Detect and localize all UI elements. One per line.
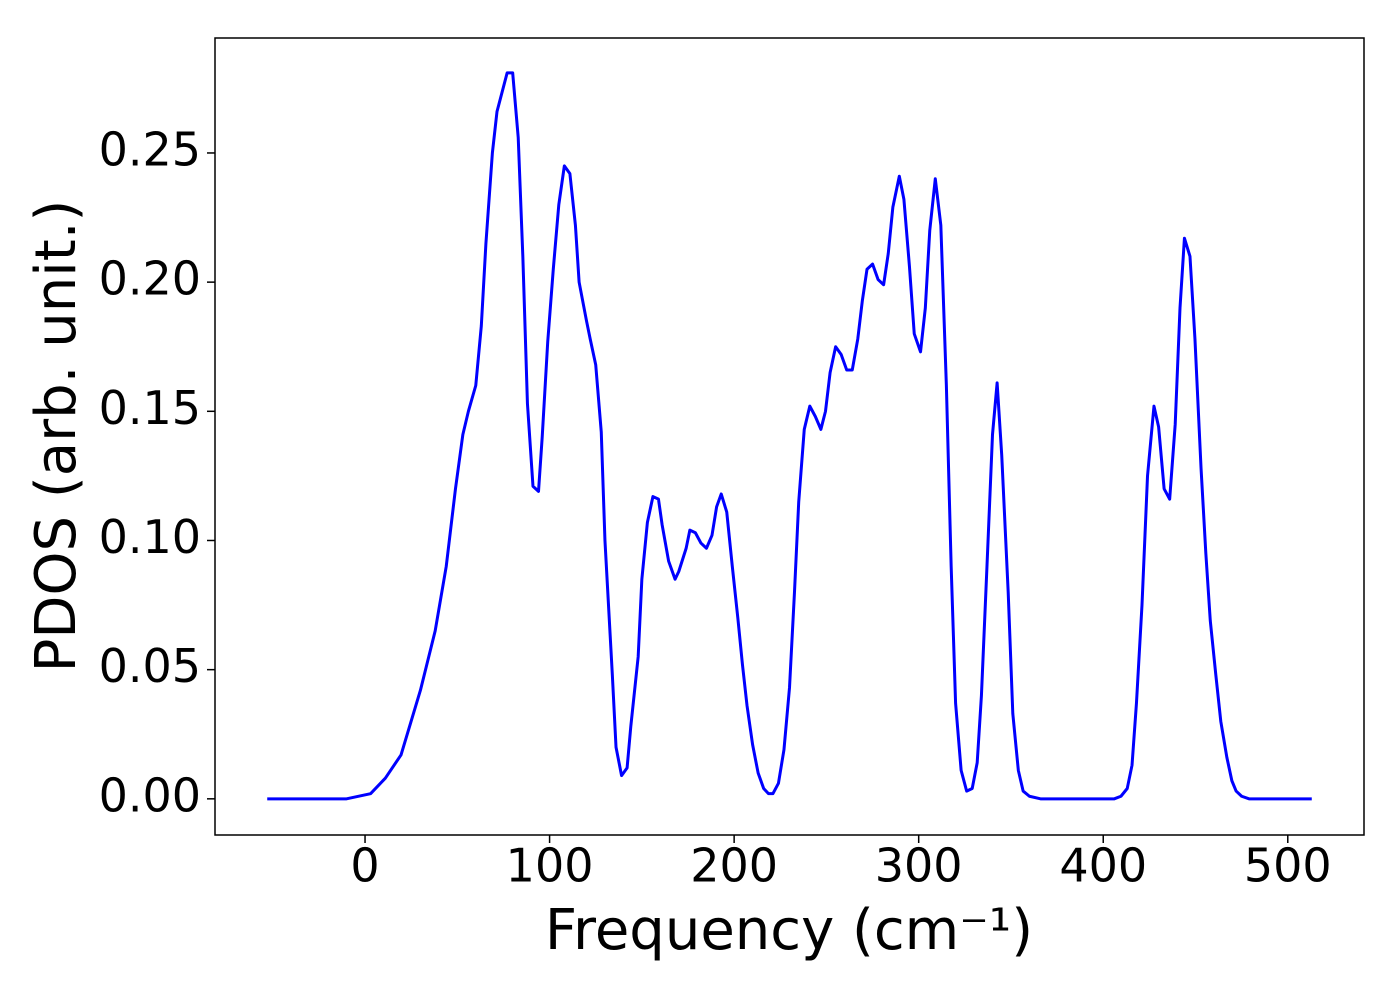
y-tick-label: 0.25: [99, 122, 201, 176]
x-axis-label: Frequency (cm⁻¹): [545, 898, 1033, 963]
y-tick-label: 0.20: [99, 252, 201, 306]
x-tick-label: 400: [1059, 839, 1147, 893]
x-tick-label: 200: [690, 839, 778, 893]
y-axis-label: PDOS (arb. unit.): [24, 200, 89, 673]
data-line: [267, 71, 1312, 801]
plot-frame: [214, 37, 1365, 836]
y-tick-label: 0.10: [99, 510, 201, 564]
x-tick-label: 100: [506, 839, 594, 893]
y-tick-label: 0.05: [99, 639, 201, 693]
x-tick-label: 0: [350, 839, 379, 893]
y-tick-label: 0.15: [99, 381, 201, 435]
x-tick-label: 500: [1244, 839, 1332, 893]
y-tick-label: 0.00: [99, 768, 201, 822]
x-tick-label: 300: [875, 839, 963, 893]
